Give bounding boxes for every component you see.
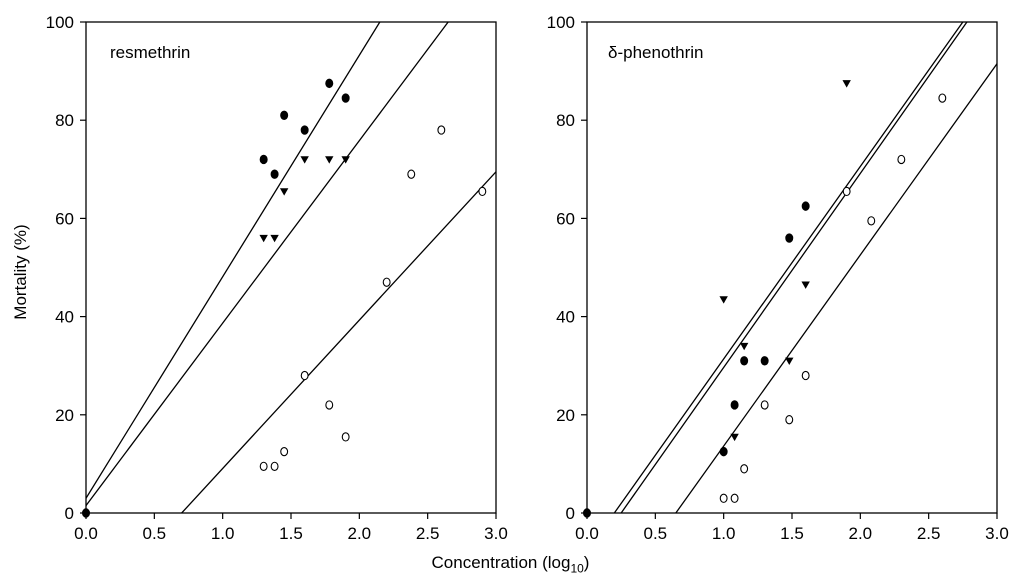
plot-frame: [85, 21, 497, 514]
y-tick-label: 40: [55, 308, 74, 327]
x-tick-label: 1.5: [279, 524, 303, 543]
data-point-open-circle: [259, 461, 268, 472]
data-point-filled-circle: [719, 446, 728, 457]
data-point-open-circle: [478, 186, 487, 197]
data-point-filled-circle: [583, 508, 592, 518]
data-point-triangle-down: [739, 342, 749, 351]
x-axis-label: Concentration (log10): [0, 553, 1021, 575]
data-point-filled-circle: [259, 154, 268, 165]
data-point-filled-circle: [82, 508, 91, 518]
data-point-filled-circle: [785, 233, 794, 243]
x-axis-label-text: Concentration (log10): [431, 553, 590, 576]
y-tick-label: 80: [55, 111, 74, 130]
data-point-triangle-down: [300, 156, 309, 164]
y-tick-label: 100: [46, 13, 74, 32]
data-point-open-circle: [300, 370, 309, 381]
y-tick-label: 0: [65, 504, 74, 523]
x-tick-label: 2.5: [416, 524, 440, 543]
x-tick-label: 0.0: [575, 524, 599, 543]
data-point-filled-circle: [341, 93, 350, 103]
fit-line: [86, 22, 381, 499]
data-point-triangle-down: [325, 156, 334, 164]
panel-title: δ-phenothrin: [608, 43, 703, 62]
x-tick-label: 3.0: [985, 524, 1009, 543]
data-point-open-circle: [280, 446, 289, 457]
y-tick-label: 0: [566, 504, 575, 523]
x-tick-label: 2.0: [348, 524, 372, 543]
data-point-open-circle: [270, 461, 279, 472]
data-point-triangle-down: [341, 156, 350, 164]
data-point-open-circle: [730, 493, 739, 503]
data-point-triangle-down: [270, 234, 279, 243]
panel-title: resmethrin: [110, 43, 190, 62]
data-point-open-circle: [325, 400, 334, 410]
data-point-triangle-down: [259, 234, 268, 243]
phenothrin-panel: 0.0 0.5 1.0 1.5 2.0 2.5 3.0 0 20 40 60 80 100 δ-pheno…: [547, 13, 1009, 543]
y-tick-label: 80: [556, 111, 575, 130]
data-point-open-circle: [760, 400, 769, 410]
y-tick-label: 60: [556, 209, 575, 228]
data-point-open-circle: [407, 169, 416, 179]
data-point-filled-circle: [270, 169, 279, 179]
data-point-open-circle: [719, 493, 728, 503]
data-point-open-circle: [938, 93, 947, 103]
data-point-open-circle: [341, 432, 350, 442]
data-point-open-circle: [867, 216, 876, 226]
fit-line: [675, 63, 997, 513]
data-point-open-circle: [740, 464, 749, 474]
data-point-triangle-down: [842, 80, 851, 88]
data-point-triangle-down: [279, 188, 289, 196]
x-tick-label: 2.5: [917, 524, 941, 543]
y-tick-label: 20: [556, 406, 575, 425]
data-point-triangle-down: [730, 433, 739, 442]
data-point-open-circle: [437, 125, 446, 135]
data-point-open-circle: [785, 415, 794, 425]
x-tick-label: 1.5: [780, 524, 804, 543]
fit-line: [620, 22, 968, 513]
x-tick-label: 0.5: [143, 524, 167, 543]
data-point-filled-circle: [300, 125, 309, 135]
fit-line: [613, 22, 964, 513]
x-tick-label: 2.0: [849, 524, 873, 543]
data-point-triangle-down: [785, 357, 794, 365]
y-axis-label: Mortality (%): [11, 224, 30, 319]
fit-line: [86, 22, 449, 507]
y-tick-label: 100: [547, 13, 575, 32]
data-point-open-circle: [897, 154, 906, 165]
y-tick-label: 40: [556, 308, 575, 327]
data-point-filled-circle: [760, 356, 769, 366]
data-point-open-circle: [382, 277, 391, 287]
x-tick-label: 0.0: [74, 524, 98, 543]
data-point-filled-circle: [730, 400, 739, 410]
data-point-filled-circle: [740, 356, 749, 366]
x-tick-label: 1.0: [712, 524, 736, 543]
y-tick-label: 20: [55, 406, 74, 425]
data-point-filled-circle: [280, 110, 289, 120]
data-point-triangle-down: [719, 296, 728, 304]
x-tick-label: 0.5: [644, 524, 668, 543]
y-tick-label: 60: [55, 209, 74, 228]
data-point-triangle-down: [801, 281, 810, 289]
x-tick-label: 3.0: [484, 524, 508, 543]
resmethrin-panel: 0.0 0.5 1.0 1.5 2.0 2.5 3.0 0 20 40 60 80 100 resmeth…: [46, 13, 508, 543]
data-point-open-circle: [801, 370, 810, 381]
fit-line: [181, 171, 496, 513]
data-point-filled-circle: [801, 201, 810, 211]
x-tick-label: 1.0: [211, 524, 235, 543]
data-point-filled-circle: [325, 78, 334, 89]
plot-frame: [586, 21, 998, 514]
data-point-open-circle: [842, 186, 851, 197]
